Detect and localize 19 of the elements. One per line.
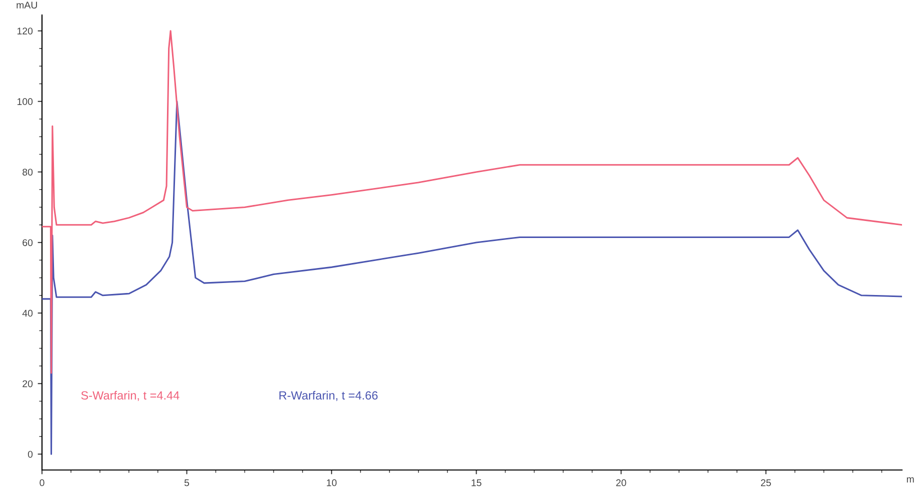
y-tick-label: 120 bbox=[17, 28, 33, 34]
y-tick-label: 100 bbox=[17, 98, 33, 106]
line-series bbox=[42, 30, 902, 374]
x-tick-label: 0 bbox=[40, 479, 44, 486]
x-tick-label: 15 bbox=[472, 479, 482, 486]
x-tick-label: 10 bbox=[326, 479, 337, 486]
x-tick-label: 25 bbox=[760, 479, 771, 486]
x-axis-title: m bbox=[906, 477, 914, 483]
text: R-Warfarin, t =4.66 bbox=[279, 390, 378, 401]
x-tick-label: 5 bbox=[184, 479, 190, 486]
y-tick-label: 40 bbox=[22, 310, 33, 317]
y-tick-label: 60 bbox=[22, 239, 33, 246]
y-tick-label: 0 bbox=[28, 450, 33, 458]
y-axis-title: mAU bbox=[16, 2, 37, 9]
y-tick-label: 80 bbox=[22, 168, 33, 176]
line-series bbox=[42, 100, 902, 455]
text: S-Warfarin, t =4.44 bbox=[81, 390, 180, 401]
y-tick-label: 20 bbox=[22, 380, 33, 388]
x-tick-label: 20 bbox=[616, 479, 626, 486]
